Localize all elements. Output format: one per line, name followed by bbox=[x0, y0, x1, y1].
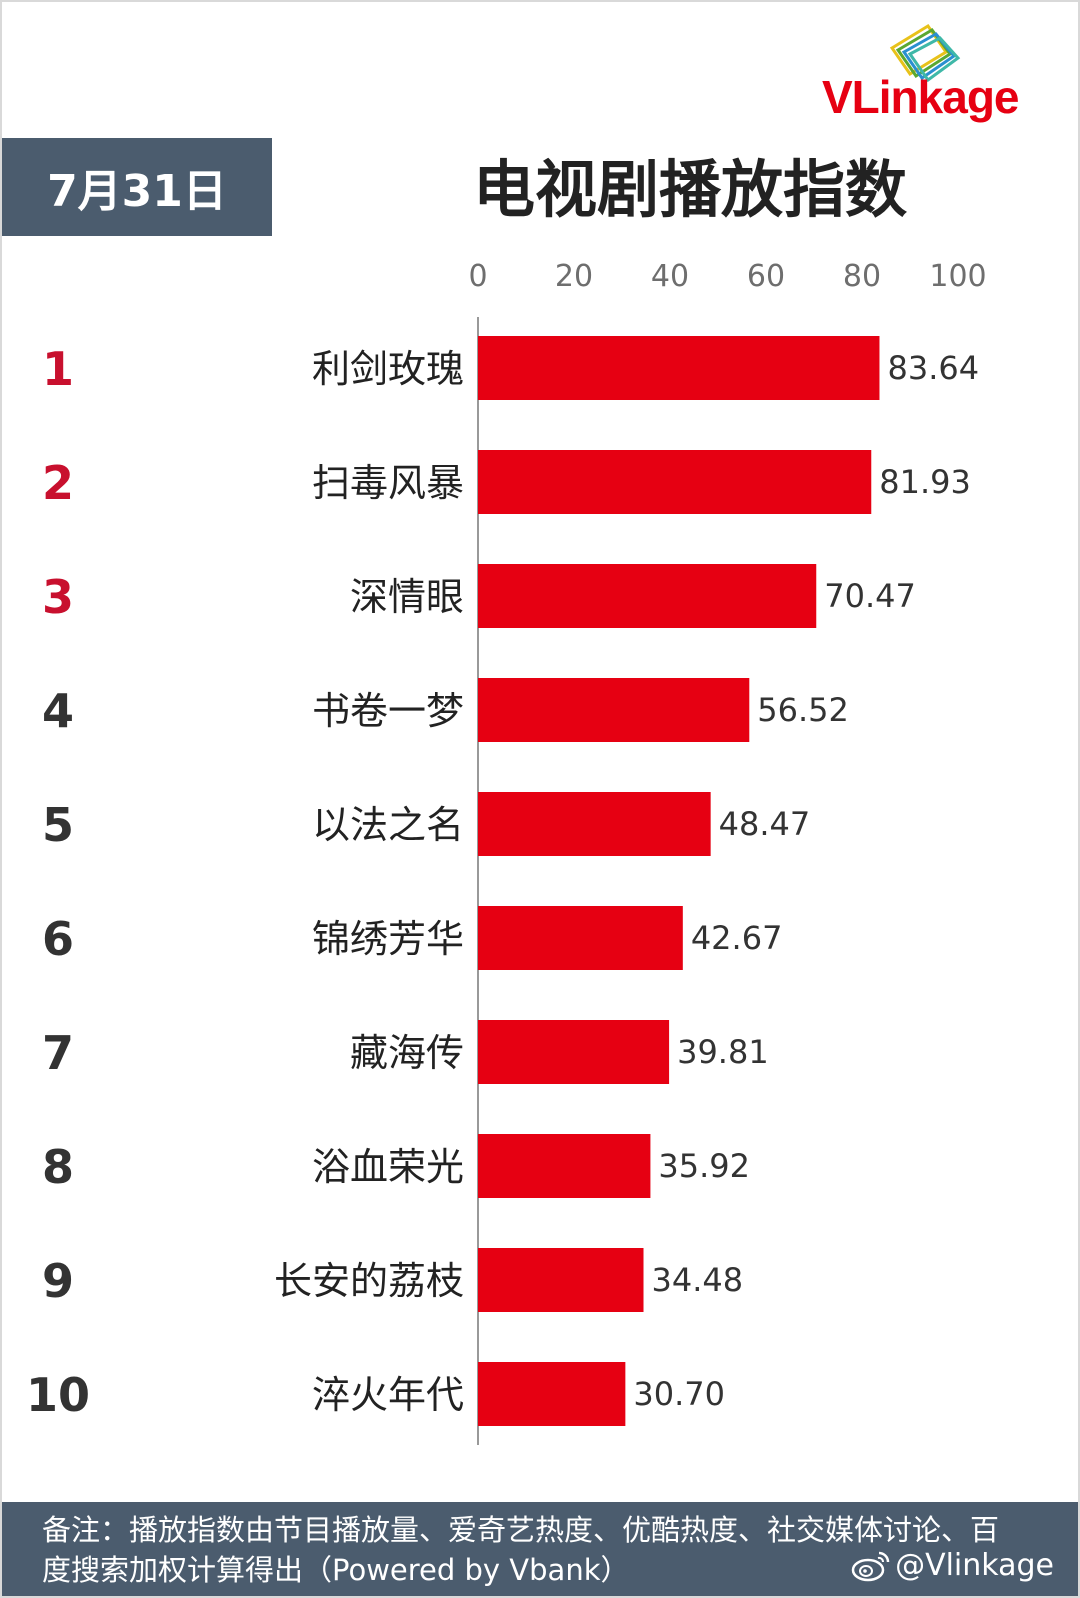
category-label: 书卷一梦 bbox=[312, 689, 464, 733]
bar-chart: 0 20 40 60 80 100 1 利剑玫瑰 83.64 2 扫毒风暴 81.93 3 深情眼 70.4… bbox=[26, 259, 987, 1445]
footnote: 备注：播放指数由节目播放量、爱奇艺热度、优酷热度、社交媒体讨论、百度搜索加权计算… bbox=[42, 1513, 1000, 1587]
bar[interactable] bbox=[478, 336, 880, 400]
vlinkage-stacked-cards-logo bbox=[889, 23, 961, 82]
bar[interactable] bbox=[478, 1362, 626, 1426]
value-label: 83.64 bbox=[887, 349, 979, 387]
bar[interactable] bbox=[478, 1020, 670, 1084]
category-label: 长安的荔枝 bbox=[274, 1259, 464, 1303]
chart-title: 电视剧播放指数 bbox=[472, 153, 907, 226]
rank-label: 7 bbox=[42, 1026, 74, 1080]
value-label: 70.47 bbox=[824, 577, 916, 615]
rank-label: 2 bbox=[42, 456, 74, 510]
category-label: 浴血荣光 bbox=[312, 1145, 464, 1189]
x-tick-label: 60 bbox=[747, 259, 785, 294]
rank-label: 4 bbox=[42, 684, 74, 738]
bar[interactable] bbox=[478, 1248, 644, 1312]
category-label: 以法之名 bbox=[312, 803, 464, 847]
value-label: 39.81 bbox=[677, 1033, 769, 1071]
rank-label: 10 bbox=[26, 1368, 90, 1422]
bar[interactable] bbox=[478, 564, 817, 628]
category-label: 锦绣芳华 bbox=[312, 917, 464, 961]
category-label: 藏海传 bbox=[350, 1031, 464, 1075]
x-tick-label: 80 bbox=[843, 259, 881, 294]
value-label: 35.92 bbox=[658, 1147, 750, 1185]
category-label: 深情眼 bbox=[350, 575, 464, 619]
value-label: 81.93 bbox=[879, 463, 971, 501]
rank-label: 3 bbox=[42, 570, 74, 624]
x-tick-label: 100 bbox=[929, 259, 986, 294]
bar[interactable] bbox=[478, 678, 750, 742]
x-tick-label: 40 bbox=[651, 259, 689, 294]
weibo-handle[interactable]: @Vlinkage bbox=[851, 1548, 1054, 1583]
category-label: 淬火年代 bbox=[312, 1373, 464, 1417]
bar[interactable] bbox=[478, 1134, 651, 1198]
weibo-handle-text: @Vlinkage bbox=[895, 1548, 1054, 1583]
brand-logo: VLinkage bbox=[822, 20, 1072, 123]
rank-label: 6 bbox=[42, 912, 74, 966]
rank-label: 8 bbox=[42, 1140, 74, 1194]
value-label: 34.48 bbox=[652, 1261, 744, 1299]
date-badge: 7月31日 bbox=[2, 138, 272, 236]
category-label: 扫毒风暴 bbox=[312, 461, 464, 505]
weibo-icon bbox=[851, 1551, 890, 1581]
value-label: 30.70 bbox=[633, 1375, 725, 1413]
value-label: 56.52 bbox=[757, 691, 849, 729]
bar[interactable] bbox=[478, 906, 683, 970]
rank-label: 1 bbox=[42, 342, 74, 396]
rank-label: 5 bbox=[42, 798, 74, 852]
rank-label: 9 bbox=[42, 1254, 74, 1308]
x-tick-label: 20 bbox=[555, 259, 593, 294]
value-label: 42.67 bbox=[691, 919, 783, 957]
bar[interactable] bbox=[478, 792, 711, 856]
x-tick-label: 0 bbox=[468, 259, 487, 294]
value-label: 48.47 bbox=[719, 805, 811, 843]
brand-name: VLinkage bbox=[822, 71, 1020, 123]
bar[interactable] bbox=[478, 450, 872, 514]
category-label: 利剑玫瑰 bbox=[312, 347, 464, 391]
footer-bar: 备注：播放指数由节目播放量、爱奇艺热度、优酷热度、社交媒体讨论、百度搜索加权计算… bbox=[2, 1502, 1078, 1596]
